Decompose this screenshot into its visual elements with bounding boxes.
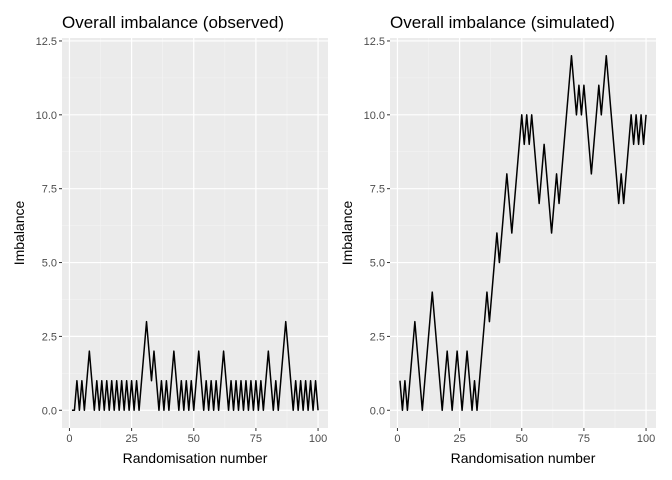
- x-tick-label: 25: [125, 433, 137, 445]
- y-axis-ticks: 0.0 2.5 5.0 7.5 10.0 12.5: [36, 36, 62, 417]
- grid: [62, 38, 328, 428]
- plot-panel: [62, 38, 328, 428]
- imbalance-line: [399, 54, 647, 412]
- y-tick-label: 0.0: [370, 405, 385, 417]
- x-tick-label: 25: [453, 433, 465, 445]
- x-tick-label: 50: [188, 433, 200, 445]
- y-tick-label: 7.5: [42, 184, 57, 196]
- x-tick-label: 100: [309, 433, 327, 445]
- grid: [390, 38, 656, 428]
- imbalance-line: [71, 320, 319, 412]
- x-tick-label: 75: [578, 433, 590, 445]
- y-tick-label: 10.0: [36, 110, 57, 122]
- y-tick-label: 0.0: [42, 405, 57, 417]
- y-tick-label: 2.5: [42, 331, 57, 343]
- chart-title: Overall imbalance (observed): [62, 13, 284, 32]
- x-axis-ticks: 0 25 50 75 100: [394, 428, 655, 445]
- chart-observed: Overall imbalance (observed) 0 25 50 75 100 …: [11, 13, 328, 466]
- chart-title: Overall imbalance (simulated): [390, 13, 615, 32]
- y-tick-label: 7.5: [370, 184, 385, 196]
- x-tick-label: 0: [394, 433, 400, 445]
- y-tick-label: 12.5: [36, 36, 57, 48]
- plot-panel: [390, 38, 656, 428]
- y-axis-title: Imbalance: [11, 200, 27, 265]
- y-tick-label: 12.5: [364, 36, 385, 48]
- y-tick-label: 5.0: [42, 258, 57, 270]
- x-axis-title: Randomisation number: [123, 450, 268, 466]
- x-tick-label: 100: [637, 433, 655, 445]
- y-tick-label: 10.0: [364, 110, 385, 122]
- y-tick-label: 5.0: [370, 258, 385, 270]
- x-tick-label: 75: [250, 433, 262, 445]
- x-tick-label: 0: [66, 433, 72, 445]
- y-tick-label: 2.5: [370, 331, 385, 343]
- y-axis-ticks: 0.0 2.5 5.0 7.5 10.0 12.5: [364, 36, 390, 417]
- y-axis-title: Imbalance: [339, 200, 355, 265]
- x-axis-ticks: 0 25 50 75 100: [66, 428, 327, 445]
- x-tick-label: 50: [516, 433, 528, 445]
- chart-simulated: Overall imbalance (simulated) 0 25 50 75 100…: [339, 13, 656, 466]
- x-axis-title: Randomisation number: [451, 450, 596, 466]
